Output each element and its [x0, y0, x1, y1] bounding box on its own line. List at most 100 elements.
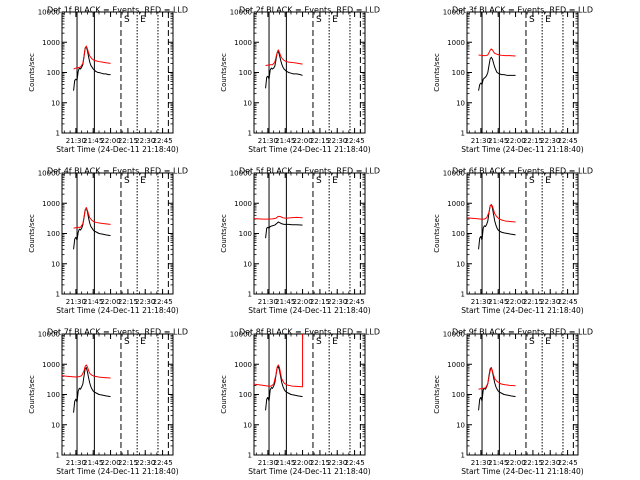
chart-title: Det 7f BLACK = Events, RED = LLD: [47, 328, 188, 337]
y-axis-label: Counts/sec: [433, 375, 441, 414]
x-axis-label: Start Time (24-Dec-11 21:18:40): [248, 306, 370, 315]
x-tick-label: 21:30: [66, 137, 86, 145]
chart-panel-8: Det 8f BLACK = Events, RED = LLD Counts/s…: [220, 328, 380, 477]
plot-frame: [466, 172, 579, 295]
time-marker-label: E: [140, 176, 146, 186]
y-tick-label: 100: [239, 69, 252, 77]
x-tick-label: 21:45: [275, 137, 295, 145]
y-tick-label: 100: [452, 230, 465, 238]
chart-panel-2: Det 2f BLACK = Events, RED = LLD Counts/s…: [220, 6, 380, 155]
x-tick-label: 21:45: [488, 298, 508, 306]
series-line-events: [73, 367, 111, 413]
x-tick-label: 22:15: [118, 459, 138, 467]
x-tick-label: 21:30: [258, 137, 278, 145]
y-tick-label: 100: [239, 230, 252, 238]
chart-title: Det 3f BLACK = Events, RED = LLD: [452, 6, 593, 15]
chart-panel-9: Det 9f BLACK = Events, RED = LLD Counts/s…: [433, 328, 593, 477]
y-tick-label: 1000: [42, 200, 60, 208]
y-tick-label: 100: [239, 391, 252, 399]
chart-panel-4: Det 4f BLACK = Events, RED = LLD Counts/s…: [28, 167, 188, 316]
x-tick-label: 21:30: [471, 298, 491, 306]
time-marker-label: S: [316, 176, 322, 186]
y-tick-label: 1: [461, 291, 465, 299]
time-marker-label: E: [545, 176, 551, 186]
series-line-events: [478, 204, 516, 250]
x-tick-label: 21:45: [488, 137, 508, 145]
y-tick-label: 1000: [42, 39, 60, 47]
y-tick-label: 10000: [230, 9, 252, 17]
chart-title: Det 9f BLACK = Events, RED = LLD: [452, 328, 593, 337]
x-tick-label: 21:30: [471, 459, 491, 467]
time-marker-label: E: [332, 15, 338, 25]
y-axis-label: Counts/sec: [220, 375, 228, 414]
y-tick-label: 10000: [230, 331, 252, 339]
y-tick-label: 10: [51, 421, 60, 429]
y-tick-label: 1000: [42, 361, 60, 369]
x-tick-label: 21:30: [471, 137, 491, 145]
y-tick-label: 1: [248, 452, 252, 460]
x-axis-label: Start Time (24-Dec-11 21:18:40): [56, 145, 178, 154]
x-tick-label: 21:45: [488, 459, 508, 467]
x-tick-label: 22:30: [135, 298, 155, 306]
y-tick-label: 10: [456, 260, 465, 268]
y-tick-label: 10000: [38, 331, 60, 339]
time-marker-label: E: [545, 15, 551, 25]
plot-frame: [253, 11, 366, 134]
y-tick-label: 1: [56, 452, 60, 460]
x-axis-label: Start Time (24-Dec-11 21:18:40): [248, 467, 370, 476]
x-tick-label: 22:00: [292, 137, 312, 145]
plot-frame: [253, 172, 366, 295]
plot-frame: [61, 333, 174, 456]
series-line-events: [265, 221, 303, 239]
x-tick-label: 22:15: [310, 298, 330, 306]
series-line-lld: [478, 48, 516, 57]
x-axis-label: Start Time (24-Dec-11 21:18:40): [56, 306, 178, 315]
series-line-lld: [466, 204, 516, 223]
chart-title: Det 2f BLACK = Events, RED = LLD: [239, 6, 380, 15]
y-tick-label: 10: [51, 99, 60, 107]
y-tick-label: 10: [456, 99, 465, 107]
x-tick-label: 22:00: [505, 298, 525, 306]
time-marker-label: S: [529, 337, 535, 347]
chart-title: Det 4f BLACK = Events, RED = LLD: [47, 167, 188, 176]
y-axis-label: Counts/sec: [28, 53, 36, 92]
series-line-lld: [73, 207, 111, 229]
y-tick-label: 10000: [38, 170, 60, 178]
x-tick-label: 22:15: [523, 459, 543, 467]
plot-frame: [466, 333, 579, 456]
x-tick-label: 22:15: [118, 137, 138, 145]
y-tick-label: 1: [56, 130, 60, 138]
y-tick-label: 10000: [443, 170, 465, 178]
time-marker-label: E: [140, 337, 146, 347]
y-tick-label: 10: [243, 421, 252, 429]
y-axis-label: Counts/sec: [220, 53, 228, 92]
y-axis-label: Counts/sec: [28, 375, 36, 414]
series-line-lld: [61, 364, 111, 379]
x-tick-label: 21:45: [83, 459, 103, 467]
time-marker-label: S: [124, 176, 130, 186]
x-tick-label: 22:45: [558, 459, 578, 467]
chart-panel-3: Det 3f BLACK = Events, RED = LLD Counts/s…: [433, 6, 593, 155]
time-marker-label: E: [545, 337, 551, 347]
chart-title: Det 1f BLACK = Events, RED = LLD: [47, 6, 188, 15]
x-tick-label: 21:45: [275, 459, 295, 467]
y-tick-label: 10: [456, 421, 465, 429]
x-axis-label: Start Time (24-Dec-11 21:18:40): [56, 467, 178, 476]
time-marker-label: S: [529, 176, 535, 186]
y-tick-label: 10: [243, 260, 252, 268]
series-line-lld: [253, 215, 303, 220]
y-tick-label: 10000: [443, 9, 465, 17]
y-tick-label: 1: [461, 452, 465, 460]
x-tick-label: 22:00: [100, 298, 120, 306]
x-tick-label: 21:30: [66, 298, 86, 306]
y-tick-label: 1000: [234, 200, 252, 208]
y-tick-label: 100: [452, 69, 465, 77]
x-tick-label: 21:45: [83, 298, 103, 306]
series-line-events: [73, 46, 111, 91]
plot-frame: [466, 11, 579, 134]
x-axis-label: Start Time (24-Dec-11 21:18:40): [461, 145, 583, 154]
chart-title: Det 8f BLACK = Events, RED = LLD: [239, 328, 380, 337]
x-tick-label: 22:30: [327, 459, 347, 467]
series-line-events: [478, 367, 516, 411]
x-tick-label: 22:45: [153, 137, 173, 145]
